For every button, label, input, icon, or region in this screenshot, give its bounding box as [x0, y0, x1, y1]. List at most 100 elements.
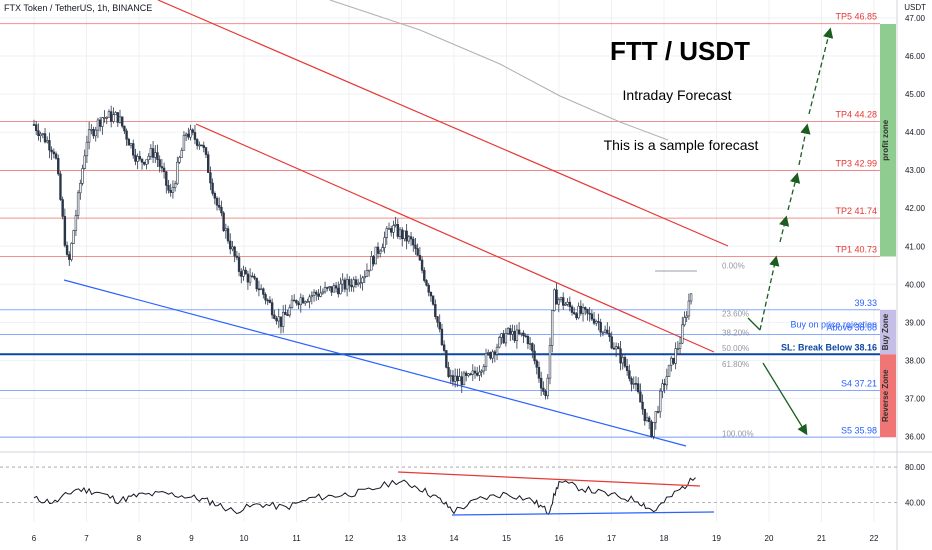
candle-body [114, 112, 117, 116]
candle-body [650, 421, 653, 437]
candle-body [107, 111, 111, 118]
candle-body [151, 148, 155, 158]
candle-body [685, 315, 688, 318]
candle-body [224, 228, 228, 232]
moving-average-line [329, 0, 669, 141]
candle-body [506, 328, 510, 334]
candle-body [281, 311, 285, 327]
candle-body [687, 300, 691, 317]
candle-body [253, 276, 256, 279]
candle-body [451, 375, 455, 382]
candle-body [255, 277, 258, 290]
candle-body [136, 156, 139, 162]
price-levels: TP5 46.85 TP4 44.28 TP3 42.99 TP2 41.74 TP1 … [0, 12, 880, 438]
candle-body [191, 129, 194, 133]
candle-body [661, 383, 664, 392]
candle-body [484, 353, 488, 367]
candle-body [165, 171, 168, 186]
candle-body [394, 224, 397, 226]
candle-body [513, 331, 516, 341]
candle-body [575, 313, 578, 319]
candle-body [643, 408, 646, 422]
candle-body [689, 293, 693, 302]
candle-body [621, 357, 624, 364]
rsi-divergence-blue [451, 511, 715, 516]
candle-body [143, 161, 146, 165]
candle-body [361, 277, 364, 283]
candle-body [116, 112, 119, 123]
candle-body [584, 307, 587, 310]
candle-body [539, 377, 543, 389]
candle-body [286, 314, 289, 317]
candle-body [154, 152, 157, 158]
candle-body [87, 129, 91, 143]
candle-body [407, 236, 411, 242]
forecast-up-arrow [787, 172, 801, 211]
forecast-down-arrow [762, 362, 808, 436]
candle-body [476, 372, 479, 376]
candle-body [619, 348, 622, 364]
candle-body [645, 417, 649, 422]
candle-body [266, 299, 269, 302]
candle-body [206, 154, 210, 173]
upper-channel-line [157, 0, 729, 247]
chart-note: This is a sample forecast [604, 137, 759, 153]
forecast-up-arrow [779, 215, 790, 243]
time-tick-label: 21 [817, 534, 826, 543]
candle-body [337, 287, 340, 295]
candle-body [61, 199, 64, 217]
time-tick-label: 20 [765, 534, 774, 543]
fib-levels: 0.00% 23.60% 38.20% 50.00% 61.80% 100.00% [722, 261, 754, 438]
candle-body [656, 411, 660, 413]
time-tick-label: 17 [607, 534, 616, 543]
candle-body [636, 383, 640, 393]
candle-body [237, 257, 241, 272]
candle-body [487, 352, 490, 354]
candle-body [401, 229, 404, 240]
candle-body [68, 254, 71, 260]
candle-body [315, 291, 318, 295]
candle-body [220, 207, 223, 214]
candle-body [178, 157, 181, 163]
candle-body [667, 364, 671, 377]
candle-body [81, 168, 84, 184]
candle-body [678, 342, 682, 349]
candle-body [590, 313, 594, 320]
candle-body [630, 378, 633, 385]
level-label: TP5 46.85 [835, 12, 877, 22]
candle-body [235, 255, 239, 258]
candle-body [103, 117, 106, 119]
candle-body [489, 352, 492, 359]
candle-body [213, 193, 217, 199]
candle-body [308, 296, 311, 302]
fib-label: 50.00% [722, 344, 749, 353]
candle-body [59, 173, 62, 200]
candle-body [173, 183, 177, 188]
candle-body [339, 283, 342, 295]
candle-body [37, 130, 40, 136]
level-label: SL: Break Below 38.16 [781, 342, 877, 352]
candle-body [676, 348, 680, 350]
candle-body [184, 133, 188, 136]
candle-body [449, 375, 452, 377]
candle-body [83, 155, 86, 169]
candle-body [416, 248, 419, 256]
candle-body [167, 185, 170, 191]
time-tick-label: 8 [137, 534, 142, 543]
candle-body [493, 351, 497, 355]
time-tick-label: 14 [450, 534, 459, 543]
candle-body [279, 316, 283, 327]
candle-body [90, 129, 93, 131]
candle-body [211, 182, 214, 194]
level-label: TP3 42.99 [835, 159, 877, 169]
rsi-tick-label: 80.00 [905, 463, 926, 472]
candle-body [204, 147, 208, 155]
candle-body [134, 154, 137, 162]
candle-body [639, 391, 642, 403]
forecast-connector [747, 317, 761, 331]
time-tick-label: 10 [240, 534, 249, 543]
candle-body [625, 365, 629, 372]
candle-body [334, 285, 338, 289]
